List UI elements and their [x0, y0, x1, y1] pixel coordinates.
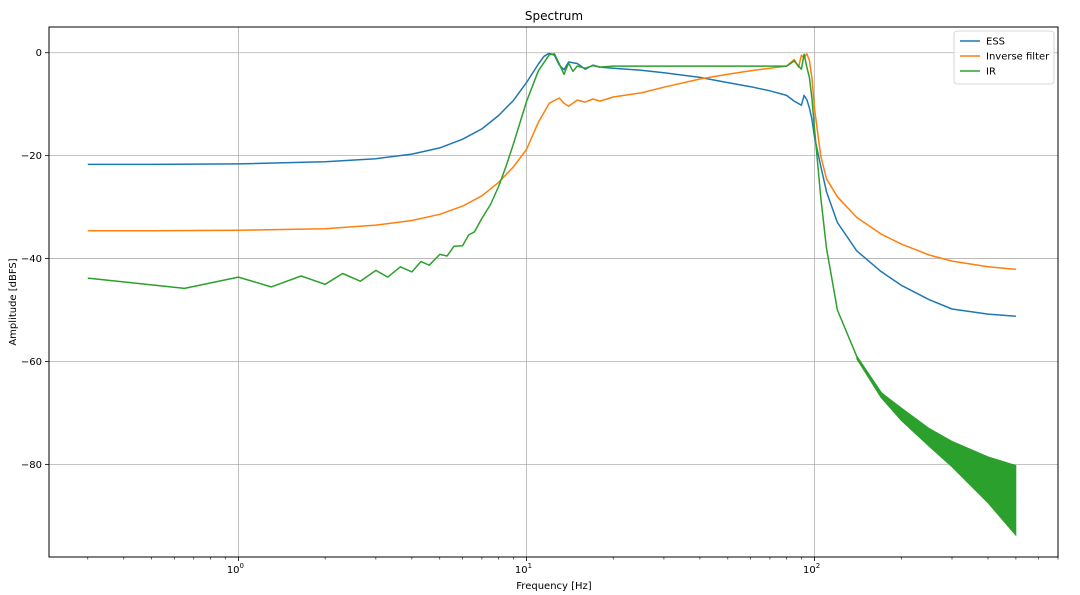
legend: ESS Inverse filter IR	[953, 30, 1055, 85]
y-tick-label: −60	[21, 357, 42, 368]
legend-label-inverse-filter: Inverse filter	[986, 52, 1050, 63]
x-tick-label: 101	[515, 562, 532, 576]
y-tick-label: −40	[21, 254, 42, 265]
x-tick-label: 100	[227, 562, 244, 576]
y-axis-label: Amplitude [dBFS]	[8, 258, 19, 345]
legend-label-ir: IR	[986, 67, 996, 78]
x-tick-exponent: 2	[816, 562, 820, 570]
plot-frame	[48, 26, 1059, 558]
legend-label-ess: ESS	[986, 37, 1005, 48]
series-line-ess	[87, 52, 1016, 317]
y-tick-label: −80	[21, 460, 42, 471]
chart-title: Spectrum	[525, 9, 583, 23]
x-tick-label: 102	[803, 562, 820, 576]
y-tick-label: −20	[21, 151, 42, 162]
x-axis-label: Frequency [Hz]	[516, 581, 592, 592]
ir-ripple-band	[856, 354, 1017, 537]
y-tick-label: 0	[36, 48, 42, 59]
series-line-inverse-filter	[87, 53, 1016, 271]
series-line-ir	[87, 53, 1017, 502]
x-tick-exponent: 1	[528, 562, 532, 570]
grid-lines	[49, 27, 1058, 557]
x-tick-exponent: 0	[240, 562, 244, 570]
series-lines	[87, 52, 1017, 537]
